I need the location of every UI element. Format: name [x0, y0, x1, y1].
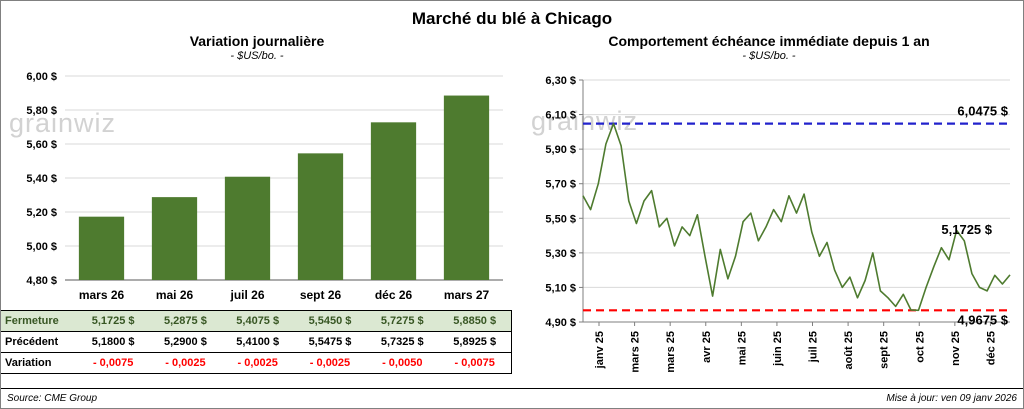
line-chart-svg: 4,90 $ 5,10 $ 5,30 $ 5,50 $ 5,70 $ 5,90 $ 6,10…: [545, 75, 1011, 373]
x-tick-label: avr 25: [701, 331, 713, 363]
bar-juil 26: [224, 176, 271, 280]
bar-sept 26: [297, 153, 344, 280]
grainwiz-watermark: grainwiz: [531, 106, 639, 136]
y-tick-label: 5,10 $: [545, 282, 576, 294]
x-category-label: mars 27: [444, 288, 490, 302]
table-row-fermeture: Fermeture 5,1725 $5,2875 $5,4075 $5,5450 …: [1, 310, 512, 332]
x-tick-label: juin 25: [772, 331, 784, 367]
row-label: Variation: [1, 352, 77, 374]
last-value-label: 5,1725 $: [941, 222, 992, 237]
x-tick-label: août 25: [843, 331, 855, 370]
y-tick-label: 5,20 $: [26, 207, 57, 219]
bar-déc 26: [370, 122, 417, 280]
x-category-label: déc 26: [375, 288, 413, 302]
y-tick-label: 6,10 $: [545, 110, 576, 122]
table-row-precedent: Précédent 5,1800 $5,2900 $5,4100 $5,5475 …: [1, 331, 512, 353]
y-tick-label: 5,70 $: [545, 179, 576, 191]
y-tick-label: 4,90 $: [545, 317, 576, 329]
y-tick-label: 5,00 $: [26, 241, 57, 253]
x-tick-label: nov 25: [950, 331, 962, 366]
value-cell: 5,1800 $: [77, 331, 150, 353]
value-cell: 5,5450 $: [293, 310, 367, 332]
line-chart-subtitle: - $US/bo. -: [742, 50, 796, 62]
bar-chart-title: Variation journalière: [189, 33, 325, 49]
x-tick-label: déc 25: [985, 331, 997, 365]
x-tick-label: juil 25: [808, 331, 820, 363]
x-tick-label: mars 25: [665, 331, 677, 373]
x-category-label: sept 26: [300, 288, 342, 302]
page-title: Marché du blé à Chicago: [411, 9, 613, 28]
y-tick-label: 5,60 $: [26, 139, 57, 151]
value-cell: 5,4075 $: [221, 310, 294, 332]
value-cell: 5,5475 $: [293, 331, 367, 353]
left-panel: Variation journalière - $US/bo. - grainw…: [1, 33, 513, 374]
value-cell: 5,4100 $: [221, 331, 294, 353]
y-tick-label: 6,30 $: [545, 75, 576, 87]
y-tick-label: 5,80 $: [26, 105, 57, 117]
value-cell: - 0,0075: [77, 352, 150, 374]
y-tick-label: 5,90 $: [545, 144, 576, 156]
x-tick-label: oct 25: [914, 331, 926, 363]
right-panel: Comportement échéance immédiate depuis 1…: [513, 33, 1024, 382]
x-category-label: mai 26: [156, 288, 194, 302]
value-cell: - 0,0075: [438, 352, 512, 374]
value-cell: 5,1725 $: [77, 310, 150, 332]
x-tick-label: sept 25: [879, 331, 891, 369]
value-cell: 5,7325 $: [366, 331, 439, 353]
y-tick-label: 5,40 $: [26, 173, 57, 185]
table-row-variation: Variation - 0,0075- 0,0025- 0,0025- 0,002…: [1, 352, 512, 374]
value-cell: 5,8925 $: [438, 331, 512, 353]
value-cell: 5,2875 $: [149, 310, 222, 332]
y-tick-label: 5,50 $: [545, 213, 576, 225]
x-tick-label: janv 25: [594, 331, 606, 369]
value-cell: 5,7275 $: [366, 310, 439, 332]
value-cell: 5,8850 $: [438, 310, 512, 332]
y-tick-label: 5,30 $: [545, 248, 576, 260]
row-label: Précédent: [1, 331, 77, 353]
bar-chart-svg: 4,80 $ 5,00 $ 5,20 $ 5,40 $ 5,60 $ 5,80 $ 6,00…: [26, 71, 503, 302]
y-tick-label: 4,80 $: [26, 275, 57, 287]
x-tick-label: mai 25: [736, 331, 748, 365]
value-cell: - 0,0025: [221, 352, 294, 374]
bar-mars 26: [78, 216, 125, 280]
values-table: Fermeture 5,1725 $5,2875 $5,4075 $5,5450 …: [1, 310, 512, 374]
x-category-label: juil 26: [229, 288, 264, 302]
footer: Source: CME Group Mise à jour: ven 09 ja…: [1, 388, 1023, 408]
line-chart-title: Comportement échéance immédiate depuis 1…: [608, 33, 930, 49]
x-category-label: mars 26: [79, 288, 125, 302]
daily-variation-chart: grainwiz 4,80 $ 5,00 $ 5,20 $ 5,40 $ 5,60 $ 5…: [1, 68, 513, 308]
source-note: Source: CME Group: [7, 393, 98, 404]
bar-chart-subtitle: - $US/bo. -: [230, 50, 284, 62]
value-cell: - 0,0050: [366, 352, 439, 374]
max-line-label: 6,0475 $: [957, 104, 1008, 119]
front-month-chart: grainwiz 4,90 $ 5,10 $ 5,30 $ 5,50 $ 5,70 $ 5…: [513, 70, 1024, 382]
value-cell: - 0,0025: [293, 352, 367, 374]
price-series: [582, 122, 1011, 312]
min-line-label: 4,9675 $: [957, 312, 1008, 327]
bar-mai 26: [151, 197, 198, 280]
value-cell: 5,2900 $: [149, 331, 222, 353]
value-cell: - 0,0025: [149, 352, 222, 374]
y-tick-label: 6,00 $: [26, 71, 57, 83]
row-label: Fermeture: [1, 310, 77, 332]
updated-note: Mise à jour: ven 09 janv 2026: [886, 393, 1017, 404]
grainwiz-watermark: grainwiz: [9, 108, 117, 138]
x-tick-label: mars 25: [630, 331, 642, 373]
bar-mars 27: [443, 95, 490, 280]
